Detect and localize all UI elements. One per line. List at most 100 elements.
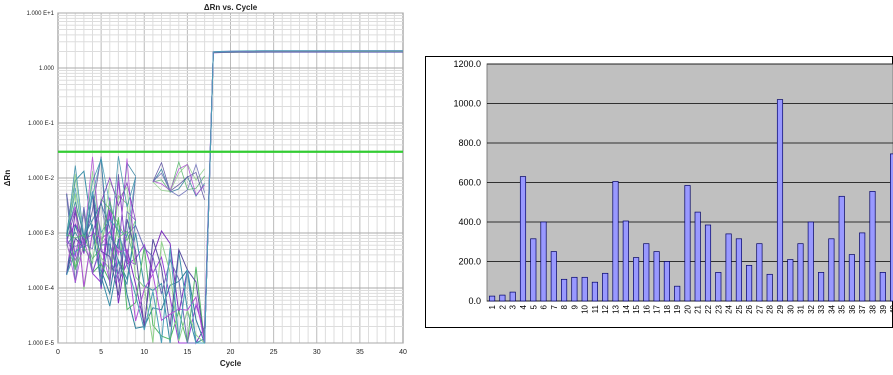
category-label: 35 [838, 304, 847, 313]
category-label: 23 [714, 304, 723, 313]
category-label: 25 [735, 304, 744, 313]
bar [715, 272, 722, 302]
x-tick-label: 40 [399, 349, 407, 356]
bar [807, 221, 814, 302]
bar [622, 220, 629, 302]
bar [489, 295, 496, 302]
category-label: 4 [519, 304, 528, 309]
x-tick-label: 25 [270, 349, 278, 356]
category-label: 24 [725, 304, 734, 313]
category-label: 28 [766, 304, 775, 313]
category-label: 37 [858, 304, 867, 313]
noise-trace [152, 163, 205, 197]
category-label: 20 [684, 304, 693, 313]
category-label: 26 [745, 304, 754, 313]
bar [787, 259, 794, 302]
y-tick-label: 1.000 E+1 [26, 11, 54, 17]
category-label: 8 [560, 304, 569, 309]
bar [581, 276, 588, 302]
bar [684, 185, 691, 302]
y-tick-label: 1.000 E-5 [28, 341, 55, 347]
category-label: 33 [817, 304, 826, 313]
bar [591, 281, 598, 302]
bar [519, 176, 527, 302]
category-label: 22 [704, 304, 713, 313]
category-label: 15 [632, 304, 641, 313]
bar [890, 153, 893, 302]
amplification-plot: ΔRn vs. Cycle Cycle ΔRn 0 5 10 15 20 25 30 35 40 1.0… [0, 0, 410, 370]
bar [499, 294, 506, 302]
noise-trace [66, 156, 136, 255]
bar [879, 272, 886, 302]
x-tick-label: 15 [183, 349, 191, 356]
category-label: 13 [612, 304, 621, 313]
category-label: 30 [786, 304, 795, 313]
y-tick-label: 400.0 [458, 217, 481, 227]
category-label: 1 [488, 304, 497, 309]
bar [643, 243, 650, 302]
bar [612, 181, 619, 302]
y-tick-label: 1.000 [39, 66, 55, 72]
y-tick-label: 200.0 [458, 257, 481, 267]
grid [58, 12, 403, 344]
category-label: 11 [591, 304, 600, 313]
category-label: 9 [570, 304, 579, 309]
bar [838, 195, 845, 302]
y-tick-label: 1.000 E-4 [28, 286, 55, 292]
bar [571, 276, 578, 302]
category-label: 40 [889, 304, 893, 313]
category-label: 6 [540, 304, 549, 309]
bar [674, 285, 681, 302]
x-axis-label: Cycle [220, 359, 242, 368]
category-label: 12 [601, 304, 610, 313]
noise-trace [152, 163, 205, 196]
y-tick-label: 600.0 [458, 178, 481, 188]
x-tick-label: 20 [227, 349, 235, 356]
bar [561, 278, 568, 302]
category-label: 31 [797, 304, 806, 313]
chart-title: ΔRn vs. Cycle [204, 3, 258, 12]
noise-trace [152, 163, 205, 192]
x-tick-label: 35 [356, 349, 364, 356]
y-tick-label: 800.0 [458, 138, 481, 148]
bar [766, 273, 773, 302]
category-label: 5 [529, 304, 538, 309]
bar [509, 291, 516, 302]
category-label: 7 [550, 304, 559, 309]
bar [530, 238, 537, 302]
bar [540, 221, 547, 302]
bar [633, 257, 640, 302]
category-label: 32 [807, 304, 816, 313]
category-label: 18 [663, 304, 672, 313]
bar [859, 232, 866, 302]
bar [704, 224, 712, 302]
bar [746, 265, 753, 302]
category-label: 16 [642, 304, 651, 313]
bar [550, 251, 557, 302]
category-label: 21 [694, 304, 703, 313]
bar [848, 254, 855, 302]
bar [869, 191, 876, 302]
y-tick-label: 1.000 E-3 [28, 231, 55, 237]
bar [694, 211, 701, 302]
category-label: 3 [509, 304, 518, 309]
bar [735, 238, 742, 302]
bar [797, 243, 804, 302]
category-label: 38 [869, 304, 878, 313]
category-label: 14 [622, 304, 631, 313]
bars [489, 99, 893, 302]
y-tick-label: 0.0 [468, 296, 481, 306]
category-label: 39 [879, 304, 888, 313]
category-label: 17 [653, 304, 662, 313]
x-tick-label: 10 [140, 349, 148, 356]
bar [756, 243, 763, 302]
category-label: 29 [776, 304, 785, 313]
category-label: 34 [827, 304, 836, 313]
y-tick-label: 1.000 E-2 [28, 176, 55, 182]
bar [725, 233, 732, 302]
noise-trace [152, 168, 205, 198]
noise-trace [66, 201, 136, 285]
category-label: 2 [498, 304, 507, 309]
bar [602, 272, 609, 302]
